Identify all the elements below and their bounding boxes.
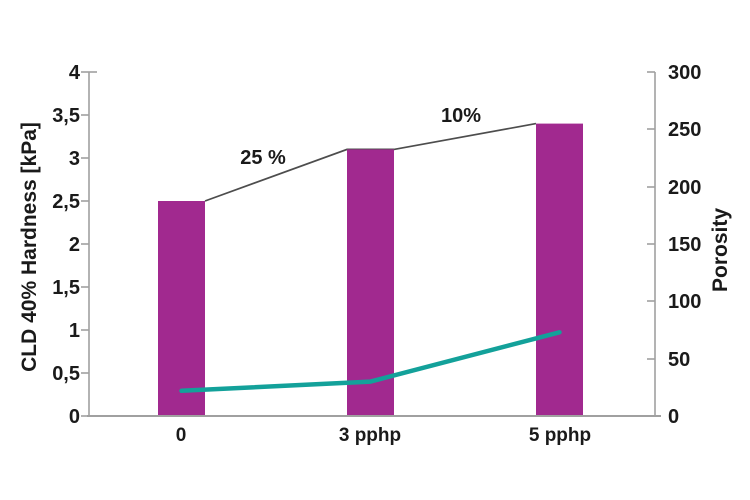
x-category-label: 3 pphp: [339, 425, 401, 446]
left-tick-label: 2: [69, 234, 80, 256]
right-tick-label: 50: [668, 349, 690, 371]
porosity-line: [179, 330, 562, 394]
hardness-bar: [158, 201, 205, 416]
x-category-label: 5 pphp: [529, 425, 591, 446]
left-tick-label: 1,5: [52, 277, 80, 299]
left-tick-label: 3,5: [52, 105, 80, 127]
left-tick-label: 1: [69, 320, 80, 342]
right-tick-label: 200: [668, 177, 701, 199]
axes: [81, 71, 661, 417]
right-tick-label: 0: [668, 406, 679, 428]
left-tick-label: 3: [69, 148, 80, 170]
left-tick-label: 0,5: [52, 363, 80, 385]
annotation-10-percent: 10%: [441, 105, 481, 127]
annotation-25-percent: 25 %: [240, 147, 286, 169]
left-tick-label: 2,5: [52, 191, 80, 213]
right-tick-label: 100: [668, 291, 701, 313]
right-axis-title: Porosity: [709, 208, 732, 292]
right-tick-label: 150: [668, 234, 701, 256]
hardness-bar: [536, 123, 583, 416]
left-tick-label: 0: [69, 406, 80, 428]
left-axis-title: CLD 40% Hardness [kPa]: [18, 122, 41, 372]
left-tick-label: 4: [69, 62, 81, 84]
right-tick-label: 300: [668, 62, 701, 84]
x-category-label: 0: [176, 425, 187, 446]
right-tick-label: 250: [668, 119, 701, 141]
hardness-bar: [347, 149, 394, 416]
